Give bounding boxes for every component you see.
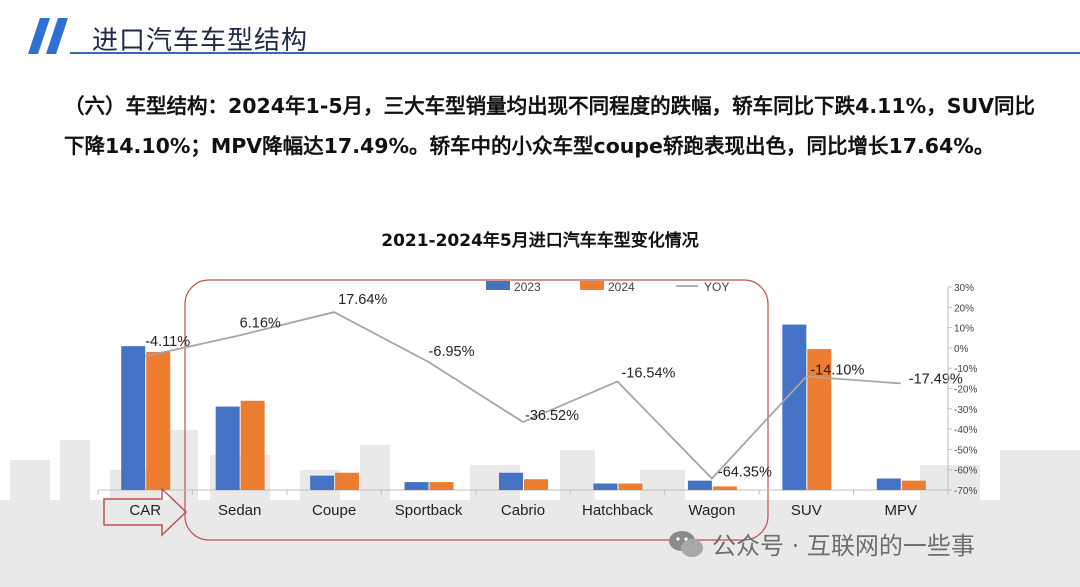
- x-axis-labels: CAR Sedan Coupe Sportback Cabrio Hatchback Wag…: [129, 502, 917, 519]
- bar-2023-Hatchback: [593, 483, 618, 490]
- bar-2024-SUV: [807, 349, 832, 490]
- legend-label: 2023: [514, 280, 541, 294]
- yoy-data-label: -4.11%: [145, 334, 190, 350]
- x-tick-label: Wagon: [688, 502, 735, 519]
- skyline-background: [0, 430, 1080, 587]
- x-tick-label: Sportback: [395, 502, 463, 519]
- y2-tick-label: 10%: [954, 324, 974, 335]
- watermark: 公众号 · 互联网的一些事: [668, 526, 975, 561]
- x-tick-label: Coupe: [312, 502, 356, 519]
- page-title: 进口汽车车型结构: [92, 26, 309, 56]
- y2-tick-label: -20%: [954, 385, 977, 396]
- legend-swatch-2023: [486, 281, 510, 290]
- wechat-icon: [669, 530, 703, 557]
- bar-2023-Wagon: [687, 480, 712, 490]
- plot-area: -4.11% 6.16% 17.64% -6.95% -36.52% -16.54% -64…: [97, 292, 963, 495]
- right-axis: 30% 20% 10% 0% -10% -20% -30% -40% -50% -60% -70%: [947, 283, 977, 497]
- yoy-data-label: 6.16%: [240, 315, 281, 331]
- yoy-data-label: 17.64%: [338, 292, 387, 308]
- x-tick-label: MPV: [885, 502, 918, 519]
- bar-2024-CAR: [146, 351, 171, 490]
- bar-2024-Sedan: [240, 400, 265, 490]
- bar-2023-MPV: [876, 478, 901, 490]
- legend-swatch-2024: [580, 281, 604, 290]
- yoy-data-label: -16.54%: [621, 365, 675, 381]
- x-tick-label: Sedan: [218, 502, 261, 519]
- header: 进口汽车车型结构: [0, 0, 1080, 70]
- legend-label: 2024: [608, 280, 635, 294]
- yoy-data-label: -64.35%: [718, 465, 772, 481]
- legend-label: YOY: [704, 280, 729, 294]
- yoy-data-label: -6.95%: [429, 344, 475, 360]
- bar-2023-CAR: [121, 346, 146, 490]
- watermark-text: 公众号 · 互联网的一些事: [712, 532, 975, 560]
- x-tick-label: Cabrio: [501, 502, 545, 519]
- bar-2024-Cabrio: [524, 479, 548, 490]
- bar-2024-Sportback: [429, 482, 454, 490]
- yoy-data-label: -14.10%: [810, 363, 864, 379]
- x-tick-label: CAR: [129, 502, 161, 519]
- stripes-logo-icon: [28, 18, 68, 54]
- yoy-data-label: -36.52%: [525, 408, 579, 424]
- bar-2024-Wagon: [712, 486, 737, 490]
- description-text: （六）车型结构：2024年1-5月，三大车型销量均出现不同程度的跌幅，轿车同比下…: [64, 94, 1035, 158]
- yoy-data-label: -17.49%: [909, 371, 963, 387]
- bar-2023-SUV: [782, 324, 807, 490]
- bar-2023-Sportback: [404, 482, 429, 490]
- bar-2024-MPV: [901, 480, 926, 490]
- y2-tick-label: -10%: [954, 364, 977, 375]
- header-divider: [70, 52, 1080, 54]
- bar-2024-Hatchback: [618, 483, 643, 490]
- car-arrow-icon: [103, 487, 188, 537]
- chart-title: 2021-2024年5月进口汽车车型变化情况: [381, 231, 699, 251]
- y2-tick-label: 30%: [954, 283, 974, 294]
- y2-tick-label: -50%: [954, 445, 977, 456]
- y2-tick-label: 20%: [954, 303, 974, 314]
- highlight-frame: [184, 279, 769, 541]
- bar-2024-Coupe: [335, 472, 360, 490]
- y2-tick-label: -60%: [954, 466, 977, 477]
- bar-2023-Coupe: [310, 475, 335, 490]
- bar-2023-Cabrio: [499, 472, 523, 490]
- yoy-line: [145, 311, 901, 480]
- y2-tick-label: -30%: [954, 405, 977, 416]
- y2-tick-label: 0%: [954, 344, 969, 355]
- x-tick-label: SUV: [791, 502, 822, 519]
- x-tick-label: Hatchback: [582, 502, 653, 519]
- bar-2023-Sedan: [215, 406, 240, 490]
- y2-tick-label: -40%: [954, 425, 977, 436]
- chart-legend: 2023 2024 YOY: [486, 280, 729, 294]
- y2-tick-label: -70%: [954, 486, 977, 497]
